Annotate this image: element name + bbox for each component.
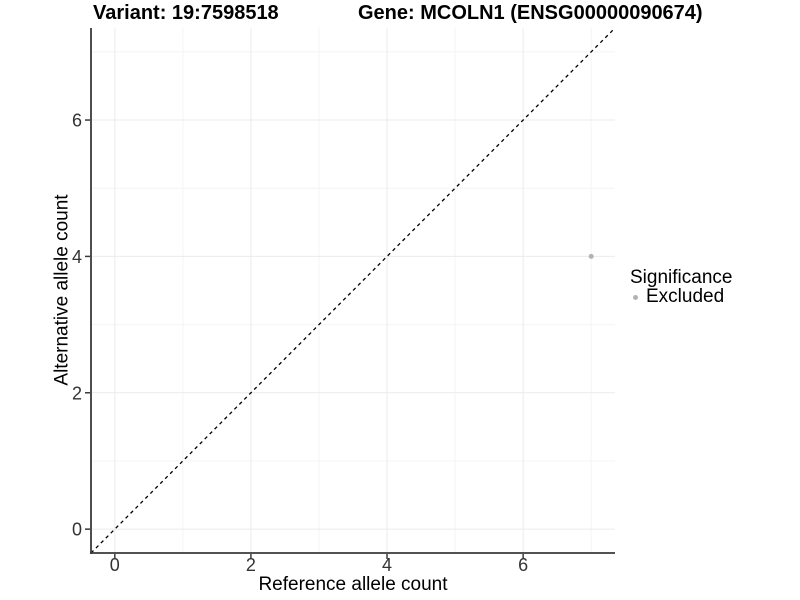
plot-title-variant: Variant: 19:7598518 xyxy=(93,2,279,24)
svg-text:6: 6 xyxy=(72,111,82,131)
svg-text:2: 2 xyxy=(72,383,82,403)
legend: Significance Excluded xyxy=(630,267,733,307)
svg-text:0: 0 xyxy=(110,555,120,575)
legend-item-label: Excluded xyxy=(646,286,725,307)
legend-item-excluded: Excluded xyxy=(630,286,732,307)
svg-text:6: 6 xyxy=(518,555,528,575)
svg-text:0: 0 xyxy=(72,520,82,540)
svg-text:4: 4 xyxy=(382,555,392,575)
legend-title: Significance xyxy=(630,267,733,288)
x-axis-label: Reference allele count xyxy=(258,574,448,595)
svg-text:2: 2 xyxy=(246,555,256,575)
y-axis-label: Alternative allele count xyxy=(51,194,73,386)
legend-point-marker-icon xyxy=(633,294,638,300)
svg-text:4: 4 xyxy=(72,247,82,267)
plot-title-gene: Gene: MCOLN1 (ENSG00000090674) xyxy=(358,2,703,24)
